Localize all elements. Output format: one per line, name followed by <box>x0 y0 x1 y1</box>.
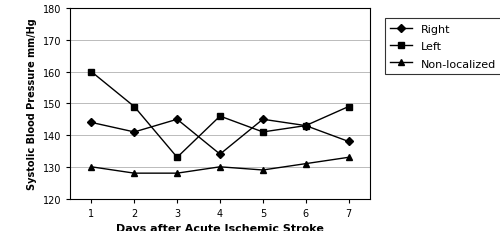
Line: Left: Left <box>88 69 352 161</box>
Left <box>346 106 352 109</box>
Right <box>260 118 266 121</box>
Y-axis label: Systolic Blood Pressure mm/Hg: Systolic Blood Pressure mm/Hg <box>27 18 37 189</box>
Left <box>132 106 138 109</box>
Non-localized <box>88 166 94 168</box>
Right <box>132 131 138 134</box>
Right <box>88 122 94 124</box>
Non-localized <box>132 172 138 175</box>
Non-localized <box>217 166 223 168</box>
Left <box>217 115 223 118</box>
Non-localized <box>260 169 266 172</box>
Left <box>260 131 266 134</box>
Legend: Right, Left, Non-localized: Right, Left, Non-localized <box>384 18 500 75</box>
Left <box>174 156 180 159</box>
Non-localized <box>346 156 352 159</box>
Right <box>302 125 308 128</box>
Right <box>174 118 180 121</box>
Left <box>88 71 94 74</box>
Right <box>217 153 223 156</box>
Left <box>302 125 308 128</box>
Line: Right: Right <box>88 117 352 158</box>
Non-localized <box>174 172 180 175</box>
Line: Non-localized: Non-localized <box>88 155 352 176</box>
Right <box>346 140 352 143</box>
X-axis label: Days after Acute Ischemic Stroke: Days after Acute Ischemic Stroke <box>116 223 324 231</box>
Non-localized <box>302 163 308 165</box>
